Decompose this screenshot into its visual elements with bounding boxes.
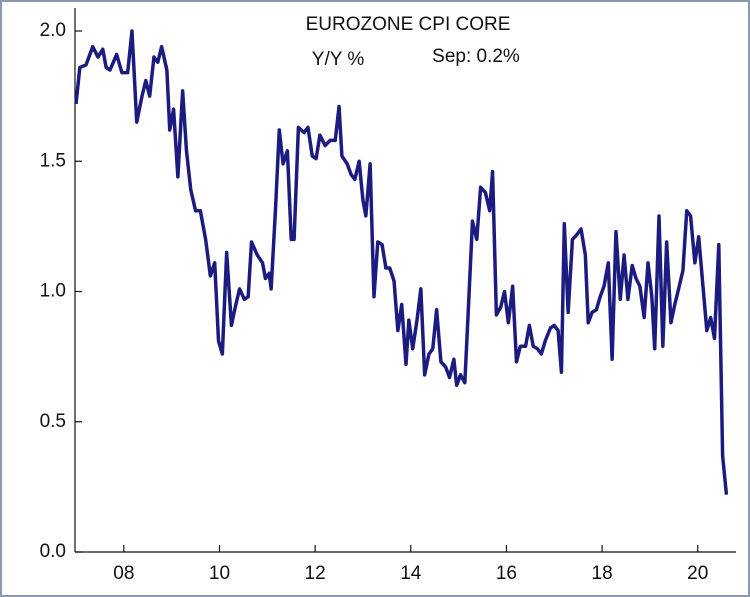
y-tick-label: 1.0 [40,281,66,302]
x-tick-label: 18 [592,563,613,584]
x-tick-label: 10 [209,563,230,584]
x-tick-label: 20 [687,563,708,584]
data-line [74,29,729,495]
y-tick-label: 1.5 [40,150,66,171]
x-tick-label: 08 [113,563,134,584]
chart-subtitle: Y/Y % [312,49,365,70]
x-tick-label: 14 [400,563,422,584]
x-tick-label: 12 [305,563,326,584]
x-tick-label: 16 [496,563,517,584]
y-tick-label: 2.0 [40,20,66,41]
annotation: Sep: 0.2% [432,46,520,67]
chart-title: EUROZONE CPI CORE [306,14,511,35]
y-tick-label: 0.0 [40,541,66,562]
y-tick-label: 0.5 [40,411,66,432]
